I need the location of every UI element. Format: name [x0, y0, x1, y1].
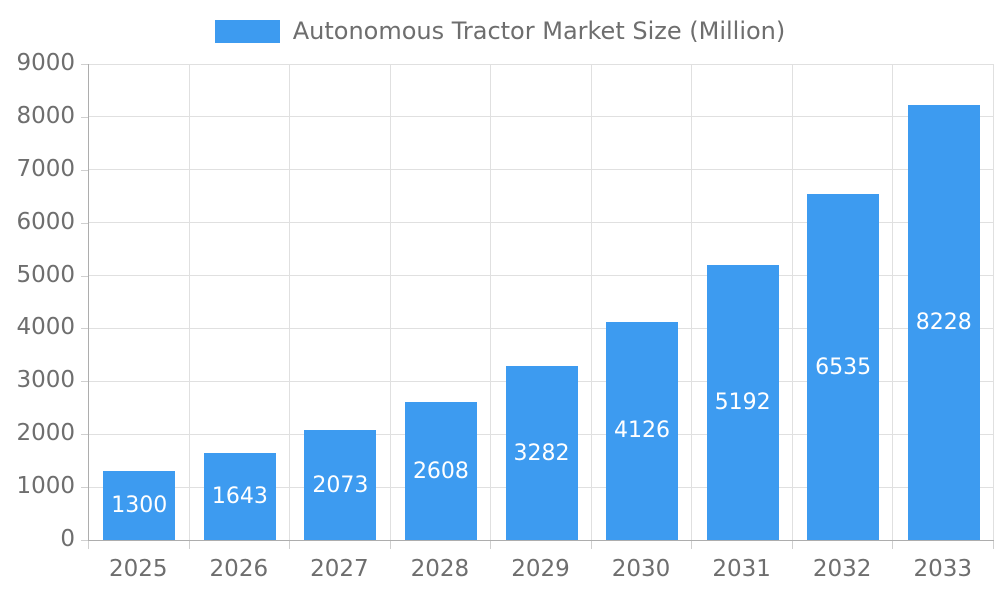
y-axis-label: 0 [60, 526, 75, 552]
bar-value-label: 3282 [513, 440, 570, 466]
y-axis-label: 7000 [16, 155, 75, 182]
x-axis-label: 2029 [511, 556, 570, 582]
x-tick [490, 541, 491, 549]
y-tick [81, 381, 88, 383]
x-axis-label: 2027 [310, 556, 369, 582]
x-tick [691, 541, 692, 549]
h-gridline [89, 63, 994, 65]
y-axis-label: 8000 [16, 102, 75, 129]
x-axis-label: 2031 [712, 556, 771, 582]
x-axis-label: 2025 [109, 556, 168, 582]
y-tick [81, 487, 88, 489]
bar-value-label: 5192 [714, 390, 771, 416]
y-axis-label: 9000 [16, 50, 75, 76]
bar-2031[interactable]: 5192 [706, 265, 779, 540]
x-tick [591, 541, 592, 549]
bar-2032[interactable]: 6535 [807, 194, 880, 540]
v-gridline [691, 64, 692, 540]
x-tick [993, 541, 994, 549]
h-gridline [89, 116, 994, 118]
bar-2030[interactable]: 4126 [606, 321, 679, 540]
y-axis-label: 1000 [16, 473, 75, 500]
v-gridline [892, 64, 893, 540]
y-tick [81, 64, 88, 65]
bar-value-label: 1643 [211, 484, 268, 510]
x-axis-label: 2028 [410, 556, 470, 582]
y-tick [81, 116, 88, 118]
x-tick [289, 541, 290, 549]
bar-value-label: 2073 [312, 472, 369, 498]
v-gridline [993, 64, 994, 540]
legend-item[interactable]: Autonomous Tractor Market Size (Million) [0, 17, 1000, 45]
y-tick [81, 169, 88, 171]
y-axis-label: 4000 [16, 314, 75, 341]
y-axis-label: 5000 [16, 261, 75, 288]
plot-area: 1300 1643 2073 2608 3282 4126 5192 6535 8228 [88, 63, 994, 541]
bar-value-label: 2608 [412, 458, 469, 484]
x-axis-label: 2033 [913, 556, 972, 582]
h-gridline [89, 222, 994, 224]
y-axis-label: 6000 [16, 208, 75, 235]
v-gridline [591, 64, 592, 540]
bar-2026[interactable]: 1643 [203, 453, 276, 540]
y-axis-label: 2000 [16, 420, 75, 447]
bar-value-label: 8228 [915, 309, 972, 335]
y-axis-label: 3000 [16, 367, 75, 394]
y-tick [81, 434, 88, 436]
x-axis-label: 2030 [611, 556, 671, 582]
legend-swatch-icon [214, 19, 280, 43]
bar-2027[interactable]: 2073 [304, 430, 377, 540]
x-axis-label: 2026 [209, 556, 269, 582]
legend-label: Autonomous Tractor Market Size (Million) [292, 17, 786, 45]
bar-2033[interactable]: 8228 [907, 104, 980, 540]
h-gridline [89, 169, 994, 171]
y-tick [81, 222, 88, 224]
h-gridline [89, 327, 994, 329]
y-tick [81, 275, 88, 277]
x-tick [88, 541, 89, 549]
v-gridline [490, 64, 491, 540]
v-gridline [189, 64, 190, 540]
x-axis-label: 2032 [812, 556, 872, 582]
x-tick [892, 541, 893, 549]
bar-2029[interactable]: 3282 [505, 366, 578, 540]
h-gridline [89, 275, 994, 277]
bar-value-label: 4126 [614, 418, 671, 444]
x-tick [189, 541, 190, 549]
v-gridline [289, 64, 290, 540]
bar-2028[interactable]: 2608 [404, 402, 477, 540]
y-tick [81, 540, 88, 541]
y-tick [81, 328, 88, 330]
v-gridline [390, 64, 391, 540]
bar-2025[interactable]: 1300 [103, 471, 176, 540]
x-tick [390, 541, 391, 549]
bar-value-label: 6535 [815, 354, 872, 380]
x-tick [792, 541, 793, 549]
bar-value-label: 1300 [111, 493, 168, 519]
v-gridline [792, 64, 793, 540]
